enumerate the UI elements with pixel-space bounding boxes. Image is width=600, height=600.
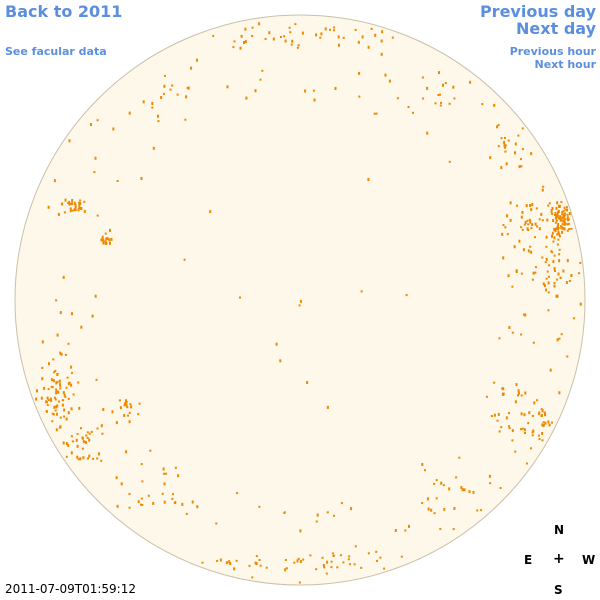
compass-center-cross: + (553, 551, 565, 567)
compass-south-label: S (554, 583, 563, 597)
next-day-link[interactable]: Next day (516, 19, 596, 38)
see-facular-data-link[interactable]: See facular data (5, 45, 107, 58)
observation-timestamp: 2011-07-09T01:59:12 (5, 582, 136, 596)
compass-north-label: N (554, 523, 565, 537)
next-hour-link[interactable]: Next hour (534, 58, 597, 71)
facular-points (35, 22, 582, 584)
compass-west-label: W (582, 553, 596, 567)
compass-east-label: E (524, 553, 533, 567)
previous-hour-link[interactable]: Previous hour (509, 45, 596, 58)
back-to-year-link[interactable]: Back to 2011 (5, 2, 123, 21)
previous-day-link[interactable]: Previous day (479, 2, 596, 21)
